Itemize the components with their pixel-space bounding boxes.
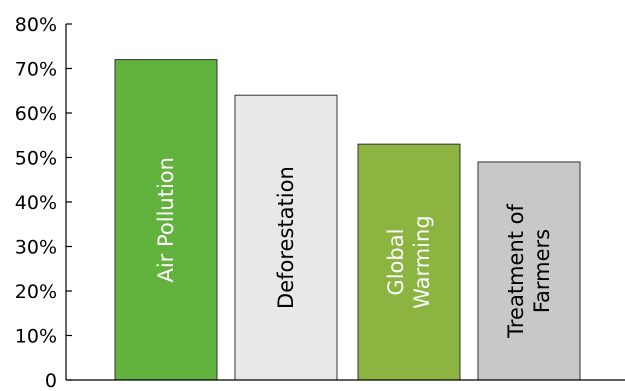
y-tick-label: 70% [15, 59, 57, 81]
y-tick-label: 30% [15, 237, 57, 259]
bar-label-line: Warming [410, 215, 434, 309]
bar-label-line: Air Pollution [154, 157, 178, 282]
bar [114, 59, 218, 381]
y-tick-label: 40% [15, 192, 57, 214]
y-tick-label: 50% [15, 148, 57, 170]
y-tick-label: 60% [15, 103, 57, 125]
bar [477, 161, 581, 381]
y-tick-label: 80% [15, 14, 57, 36]
bar-label-line: Treatment of [504, 203, 528, 338]
bar-label-line: Deforestation [274, 166, 298, 309]
bar-label: Air Pollution [154, 157, 178, 282]
y-axis: 0 10% 20% 30% 40% 50% 60% 70% 80% [15, 14, 72, 391]
bar-label: Deforestation [274, 166, 298, 309]
bar-label: Treatment of Farmers [504, 203, 554, 338]
bar-label-line: Global [384, 229, 408, 296]
bar-label: Global Warming [384, 215, 434, 309]
y-tick-label: 0 [45, 370, 57, 391]
y-tick-label: 10% [15, 326, 57, 348]
bar [357, 143, 461, 381]
bar [234, 94, 338, 381]
bars: Air Pollution Deforestation Global Warming T… [114, 59, 581, 381]
bar-label-line: Farmers [530, 229, 554, 313]
y-tick-label: 20% [15, 281, 57, 303]
